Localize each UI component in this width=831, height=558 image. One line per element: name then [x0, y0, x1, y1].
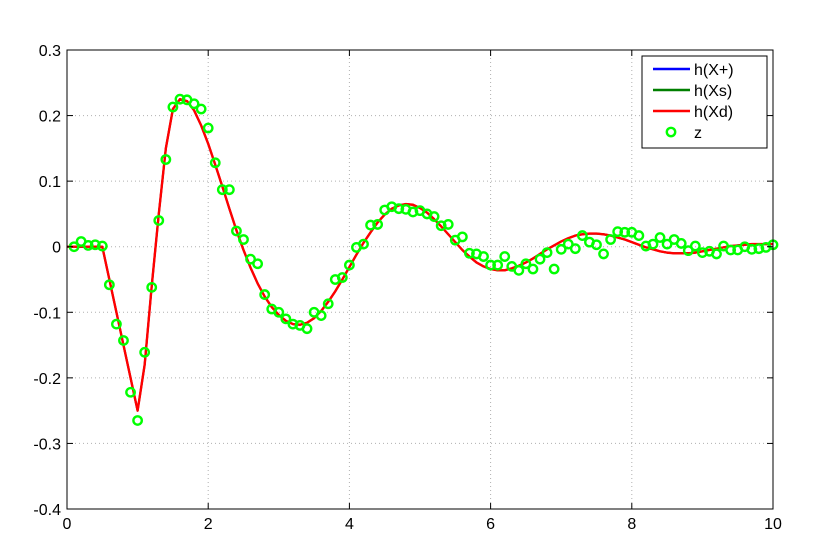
scatter-point: [259, 289, 271, 300]
scatter-point: [605, 234, 617, 245]
y-tick-label: 0.2: [39, 109, 61, 126]
scatter-point: [118, 335, 129, 346]
scatter-point: [223, 184, 235, 196]
scatter-point: [442, 219, 454, 230]
scatter-points: [68, 93, 779, 426]
scatter-point: [315, 310, 327, 321]
x-tick-label: 4: [345, 516, 354, 533]
scatter-point: [111, 318, 122, 330]
scatter-point: [96, 240, 108, 252]
scatter-point: [562, 238, 574, 250]
scatter-point: [711, 248, 722, 260]
legend-label-1: h(Xs): [694, 83, 732, 100]
scatter-point: [125, 386, 136, 398]
scatter-point: [513, 264, 525, 276]
scatter-point: [167, 101, 179, 113]
scatter-point: [280, 313, 292, 325]
scatter-point: [456, 231, 468, 243]
legend-swatch-z: [665, 126, 677, 138]
scatter-point: [654, 232, 666, 243]
y-tick-label: 0.1: [39, 174, 61, 191]
y-tick-label: -0.2: [33, 371, 61, 388]
scatter-point: [365, 219, 376, 231]
scatter-point: [132, 415, 144, 426]
scatter-point: [372, 219, 384, 230]
series-line-2: [67, 97, 773, 412]
scatter-point: [548, 263, 560, 275]
scatter-point: [273, 306, 285, 318]
scatter-point: [569, 243, 581, 255]
scatter-point: [245, 253, 256, 265]
scatter-point: [195, 103, 207, 115]
scatter-point: [428, 211, 440, 222]
scatter-point: [725, 244, 737, 256]
scatter-point: [322, 298, 334, 310]
scatter-point: [188, 98, 200, 110]
scatter-point: [661, 238, 673, 250]
scatter-point: [478, 251, 489, 262]
scatter-point: [153, 215, 165, 226]
scatter-point: [139, 346, 151, 358]
x-tick-label: 10: [764, 516, 782, 533]
scatter-point: [647, 238, 659, 250]
scatter-point: [393, 203, 405, 215]
scatter-point: [174, 93, 186, 105]
x-tick-label: 0: [63, 516, 72, 533]
scatter-point: [485, 259, 496, 271]
scatter-point: [555, 243, 567, 255]
scatter-point: [216, 184, 228, 196]
axis-ticks: 0 2 4 6 8 10 -0.4 -0.3 -0.2 -0.1 0 0.1 0.2 0.3: [33, 43, 782, 533]
scatter-point: [591, 239, 602, 251]
scatter-point: [492, 259, 504, 271]
legend-label-z: z: [694, 125, 702, 142]
axes-frame: [66, 49, 774, 510]
y-tick-label: -0.1: [33, 305, 61, 322]
scatter-point: [520, 258, 532, 270]
scatter-point: [675, 238, 687, 249]
y-tick-label: 0.3: [39, 43, 61, 60]
legend-label-2: h(Xd): [694, 104, 733, 121]
scatter-point: [499, 251, 511, 262]
scatter-point: [358, 238, 369, 250]
scatter-point: [541, 247, 553, 259]
scatter-point: [633, 230, 645, 241]
x-tick-label: 2: [204, 516, 213, 533]
legend-label-0: h(X+): [694, 62, 734, 79]
x-tick-label: 8: [627, 516, 636, 533]
legend: h(X+) h(Xs) h(Xd) z: [641, 55, 768, 149]
y-tick-label: -0.3: [33, 436, 61, 453]
scatter-point: [103, 279, 115, 291]
scatter-point: [301, 323, 313, 335]
y-tick-label: -0.4: [33, 502, 61, 519]
y-tick-label: 0: [52, 240, 61, 257]
scatter-point: [160, 154, 172, 165]
scatter-point: [343, 259, 355, 271]
scatter-point: [619, 226, 631, 238]
scatter-point: [146, 281, 158, 293]
scatter-point: [612, 226, 624, 238]
scatter-point: [682, 245, 694, 257]
scatter-point: [534, 253, 546, 265]
scatter-point: [527, 263, 539, 275]
scatter-point: [238, 234, 249, 245]
scatter-point: [231, 225, 242, 237]
scatter-point: [746, 243, 758, 255]
scatter-point: [336, 272, 348, 283]
scatter-point: [689, 240, 701, 252]
series-lines: [67, 97, 773, 412]
scatter-point: [209, 157, 221, 169]
scatter-point: [464, 247, 475, 259]
scatter-point: [576, 230, 588, 241]
scatter-point: [202, 122, 214, 134]
scatter-point: [598, 248, 609, 260]
legend-box: [641, 55, 768, 149]
scatter-point: [82, 240, 94, 251]
scatter-point: [252, 258, 264, 270]
x-tick-label: 6: [486, 516, 495, 533]
